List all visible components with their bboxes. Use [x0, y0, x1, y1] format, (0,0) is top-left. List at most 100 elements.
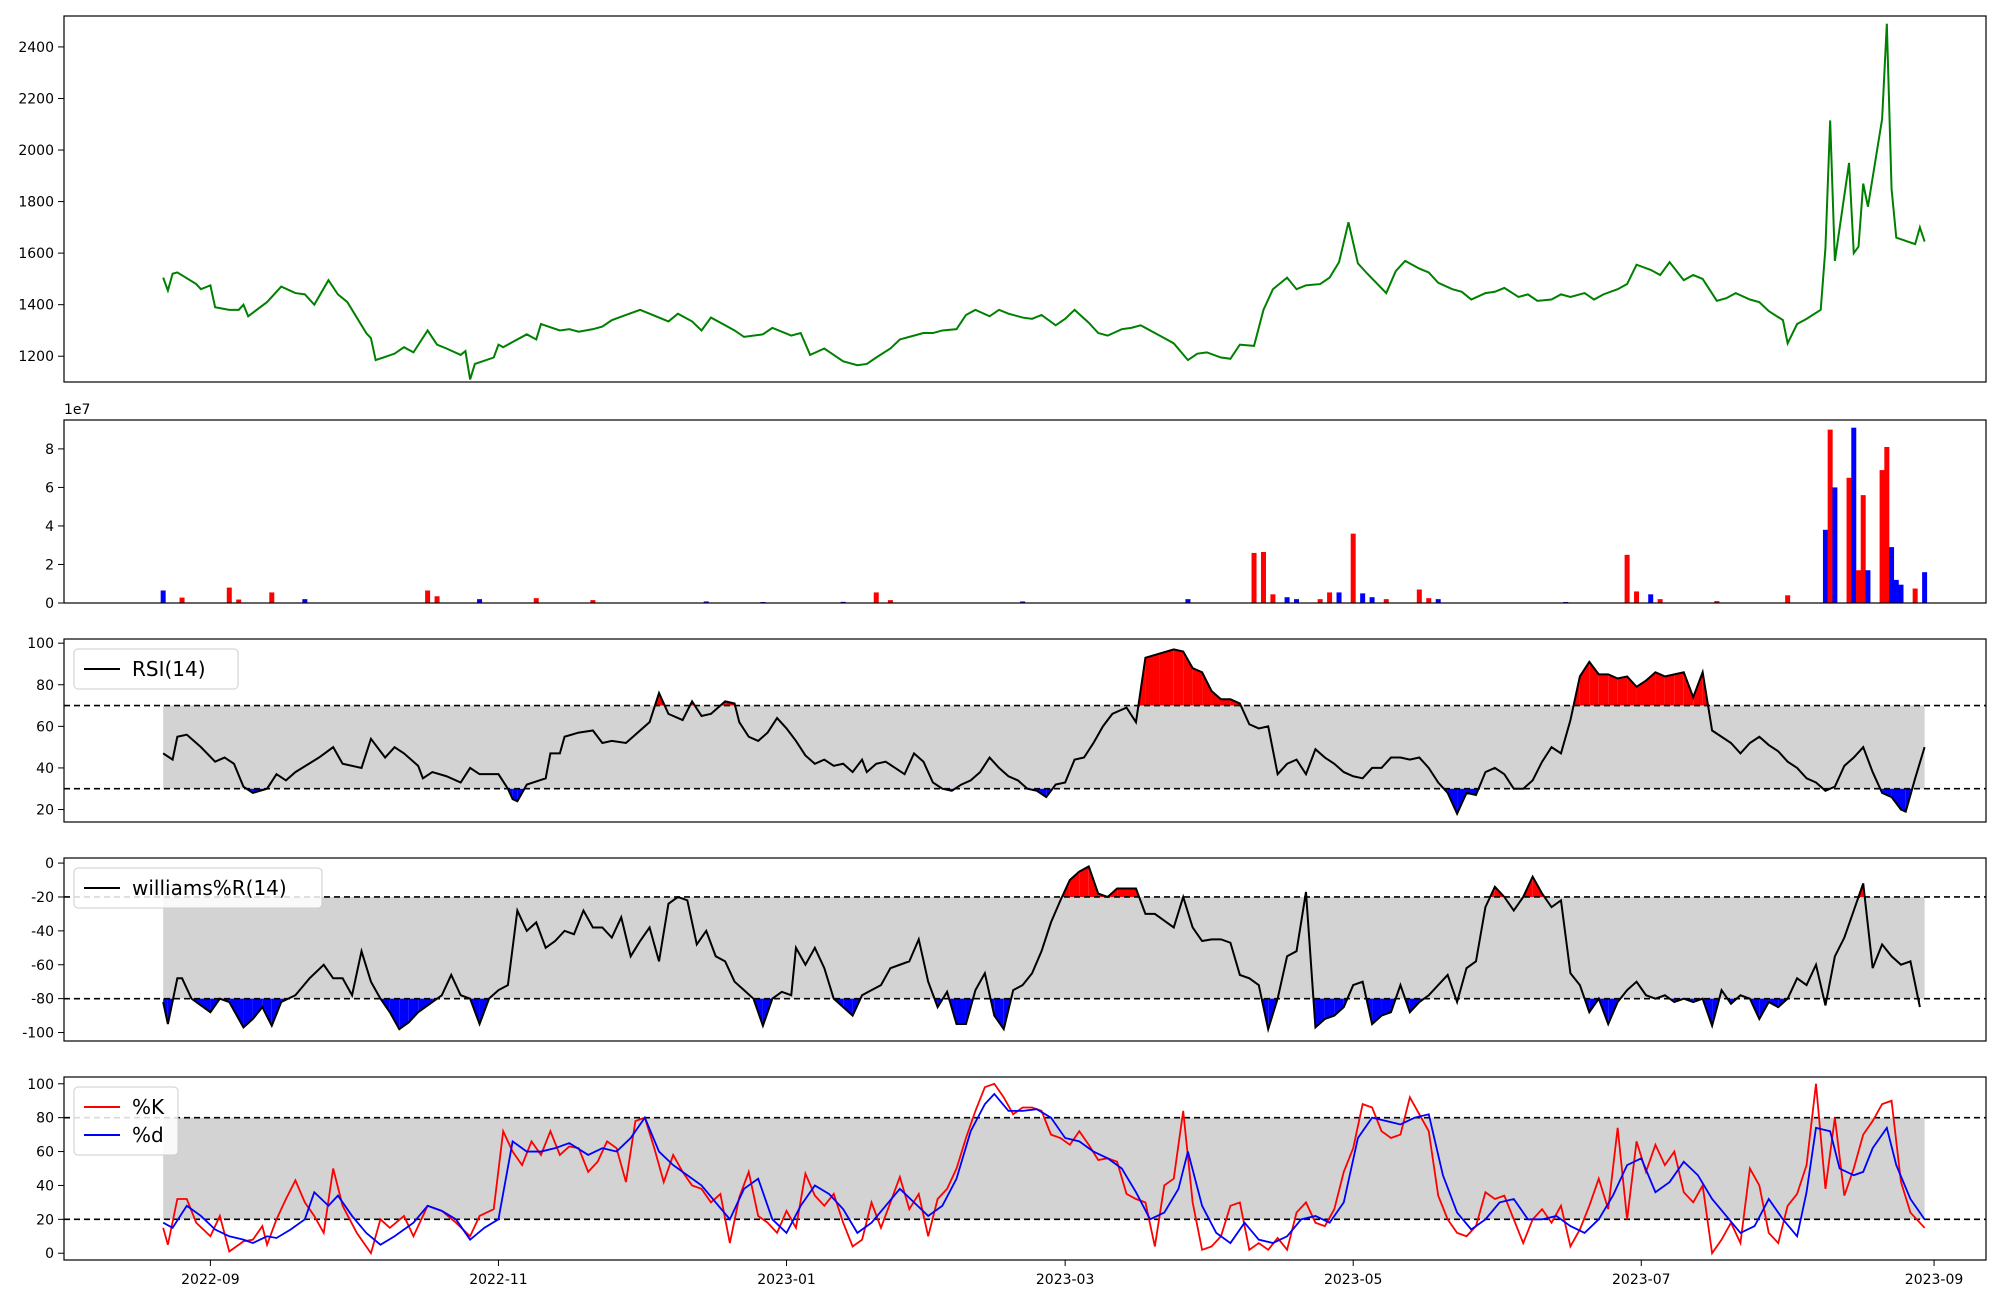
volume-bar [1851, 427, 1857, 603]
y-tick-label: 40 [36, 761, 54, 777]
williams-r-line [162, 865, 1921, 1034]
volume-bar [1898, 584, 1904, 603]
y-tick-label: 0 [45, 596, 54, 612]
volume-bar [1020, 601, 1026, 603]
rsi-overbought-fill [1645, 672, 1656, 706]
williams-r-panel: -100 -80 -60 -40 -20 0 williams%R(14) [22, 856, 1987, 1042]
volume-bar [1648, 594, 1654, 603]
axes-frame [63, 15, 1987, 383]
williams-oversold-fill [1334, 998, 1344, 1016]
volume-bar [1657, 599, 1663, 603]
volume-bar [1855, 570, 1861, 603]
volume-bar [1426, 598, 1432, 603]
williams-oversold-fill [399, 998, 409, 1030]
williams-oversold-fill [389, 998, 400, 1030]
legend-label: %d [132, 1123, 164, 1147]
x-tick-label: 2023-01 [757, 1272, 816, 1288]
volume-bar [1435, 599, 1441, 603]
x-tick-label: 2023-03 [1036, 1272, 1095, 1288]
volume-bar [179, 597, 185, 603]
volume-bar [434, 596, 440, 603]
volume-bar [1827, 429, 1833, 603]
volume-bar [1336, 592, 1342, 603]
volume-bar [1251, 552, 1257, 603]
legend-box [73, 648, 239, 690]
volume-bar [1327, 592, 1333, 603]
stochastic-panel: 0 20 40 60 80 100 2022-09 2022-11 2023-01 2023-03… [27, 1076, 1987, 1288]
y-tick-label: 2400 [18, 40, 54, 56]
volume-bar [1846, 477, 1852, 603]
legend-box [73, 1086, 179, 1156]
volume-bar [1360, 593, 1366, 603]
price-panel: 1200 1400 1600 1800 2000 2200 2400 [18, 15, 1987, 383]
rsi-overbought-fill [1220, 699, 1231, 706]
volume-bar [1922, 572, 1928, 603]
axes-frame [63, 419, 1987, 604]
rsi-overbought-fill [1173, 649, 1184, 706]
volume-bar [1634, 591, 1640, 603]
rsi-overbought-fill [1636, 680, 1646, 706]
volume-bar [1284, 597, 1290, 603]
rsi-overbought-fill [1627, 676, 1637, 706]
y-tick-label: 20 [36, 1212, 54, 1228]
price-line [162, 23, 1926, 380]
y-tick-label: 4 [45, 519, 54, 535]
y-tick-label: 1400 [18, 298, 54, 314]
volume-bar [887, 600, 893, 603]
y-tick-label: -80 [31, 992, 54, 1008]
y-tick-label: 2200 [18, 91, 54, 107]
volume-bar [1350, 533, 1356, 603]
williams-oversold-fill [1324, 998, 1335, 1019]
williams-oversold-fill [956, 998, 966, 1025]
volume-bar [1879, 470, 1885, 603]
y-tick-label: 0 [45, 856, 54, 872]
axes-frame [63, 638, 1987, 823]
y-tick-label: 80 [36, 678, 54, 694]
volume-bar [1260, 551, 1266, 603]
williams-oversold-fill [843, 998, 853, 1016]
volume-bar [425, 590, 431, 603]
volume-bar [703, 601, 709, 603]
volume-bar [302, 599, 308, 603]
volume-bar [1270, 594, 1276, 603]
y-tick-label: 100 [27, 636, 54, 652]
williams-oversold-fill [408, 998, 419, 1023]
rsi-overbought-fill [1211, 690, 1221, 706]
y-tick-label: -40 [31, 924, 54, 940]
volume-bar [160, 590, 166, 603]
y-tick-label: 0 [45, 1246, 54, 1262]
y-tick-label: 60 [36, 719, 54, 735]
williams-overbought-fill [1117, 888, 1127, 897]
y-tick-label: 80 [36, 1111, 54, 1127]
y-tick-label: 8 [45, 442, 54, 458]
y-tick-label: -60 [31, 958, 54, 974]
williams-overbought-fill [1126, 888, 1136, 897]
axes-frame [63, 1076, 1987, 1261]
y-tick-label: 1200 [18, 349, 54, 365]
rsi-overbought-fill [1664, 674, 1675, 706]
axes-frame [63, 857, 1987, 1042]
rsi-overbought-fill [1617, 676, 1628, 706]
y-tick-label: 60 [36, 1145, 54, 1161]
volume-scale-offset: 1e7 [64, 402, 90, 418]
rsi-oversold-fill [1466, 788, 1476, 795]
rsi-oversold-fill [1900, 788, 1906, 812]
rsi-overbought-fill [1202, 672, 1212, 706]
volume-bar [1884, 446, 1890, 603]
y-tick-label: 2 [45, 557, 54, 573]
volume-bar [1714, 601, 1720, 603]
volume-bar [1822, 529, 1828, 603]
volume-bar [269, 592, 275, 603]
volume-bar [1912, 588, 1918, 603]
volume-bar [873, 592, 879, 603]
x-tick-label: 2023-07 [1612, 1272, 1671, 1288]
rsi-panel: 20 40 60 80 100 RSI(14) [27, 636, 1987, 823]
volume-panel: 0 2 4 6 8 1e7 [45, 402, 1987, 612]
neutral-band [163, 705, 1925, 789]
volume-bar [1860, 495, 1866, 603]
y-tick-label: 2000 [18, 143, 54, 159]
x-tick-label: 2023-05 [1324, 1272, 1383, 1288]
y-tick-label: 40 [36, 1178, 54, 1194]
x-tick-label: 2023-09 [1905, 1272, 1964, 1288]
